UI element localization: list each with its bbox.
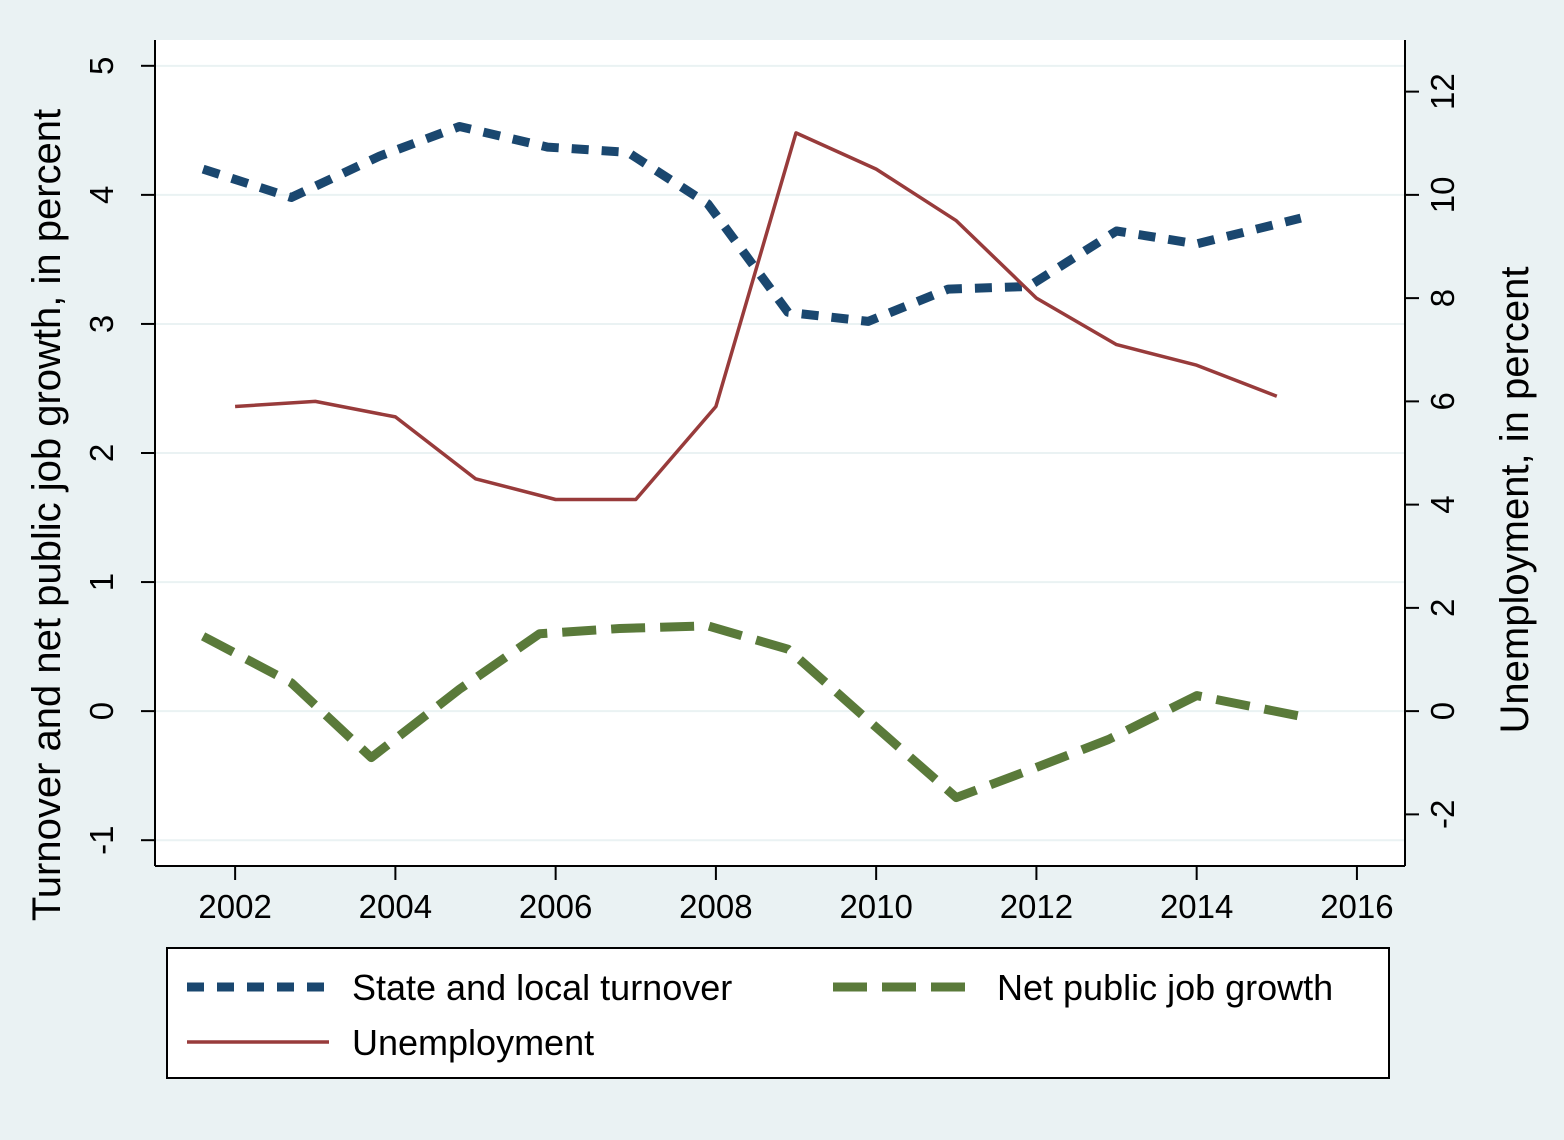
y-tick-label-5: 4 (83, 186, 120, 204)
y-tick-label-6: 5 (83, 57, 120, 75)
x-tick-label-2: 2006 (519, 888, 592, 925)
x-tick-label-3: 2008 (679, 888, 752, 925)
y2-tick-label-6: 10 (1424, 177, 1461, 214)
y2-tick-label-1: 0 (1424, 702, 1461, 720)
y2-tick-label-3: 4 (1424, 495, 1461, 513)
series-line-state-and-local-turnover (201, 122, 1302, 326)
legend-box (166, 947, 1390, 1079)
series-line-net-public-job-growth (201, 621, 1302, 803)
x-tick-label-7: 2016 (1320, 888, 1393, 925)
y2-tick-label-5: 8 (1424, 289, 1461, 307)
x-tick-label-6: 2014 (1160, 888, 1233, 925)
y-tick-label-3: 2 (83, 444, 120, 462)
legend-label-net-public-job-growth: Net public job growth (997, 967, 1333, 1008)
y-tick-label-2: 1 (83, 573, 120, 591)
y2-tick-label-7: 12 (1424, 73, 1461, 110)
x-tick-label-0: 2002 (198, 888, 271, 925)
x-tick-label-1: 2004 (359, 888, 432, 925)
series-layer (201, 122, 1302, 803)
y-tick-label-1: 0 (83, 702, 120, 720)
legend-label-state-and-local-turnover: State and local turnover (352, 967, 732, 1008)
y-tick-label-0: -1 (83, 826, 120, 855)
legend: State and local turnover Net public job … (166, 947, 1390, 1079)
y2-tick-label-2: 2 (1424, 599, 1461, 617)
x-tick-label-5: 2012 (1000, 888, 1073, 925)
series-line-unemployment (234, 131, 1278, 502)
y-tick-label-4: 3 (83, 315, 120, 333)
y-axis-title: Turnover and net public job growth, in p… (25, 109, 69, 921)
x-tick-label-4: 2010 (839, 888, 912, 925)
y2-axis-title: Unemployment, in percent (1493, 267, 1537, 734)
y2-tick-label-0: -2 (1424, 800, 1461, 829)
legend-label-unemployment: Unemployment (352, 1022, 594, 1063)
gridlines (155, 64, 1405, 842)
y2-tick-label-4: 6 (1424, 392, 1461, 410)
